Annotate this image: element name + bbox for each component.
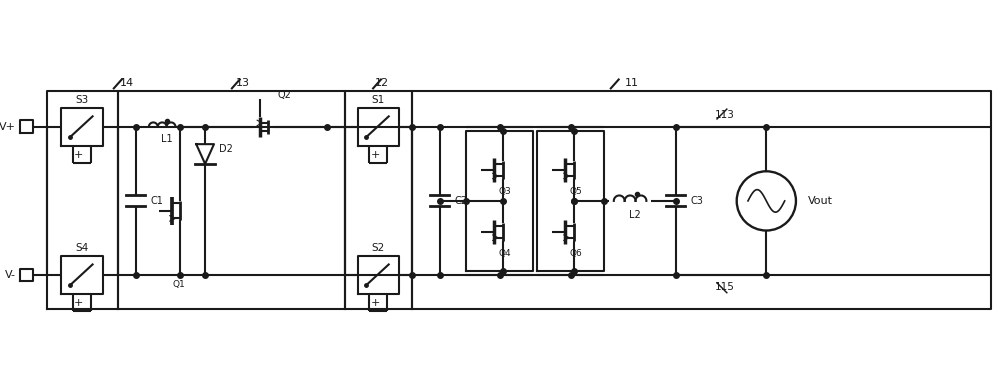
Text: C2: C2 — [454, 196, 467, 206]
Text: Q6: Q6 — [570, 249, 583, 258]
Text: S2: S2 — [372, 243, 385, 253]
Text: 115: 115 — [715, 282, 735, 292]
Text: 13: 13 — [236, 78, 250, 88]
Text: L1: L1 — [161, 134, 173, 144]
Text: S3: S3 — [76, 95, 89, 105]
Text: D2: D2 — [219, 144, 233, 154]
Text: 113: 113 — [715, 110, 735, 120]
Text: 11: 11 — [625, 78, 639, 88]
Text: C1: C1 — [150, 196, 163, 206]
Text: +: + — [370, 298, 380, 308]
Text: Vout: Vout — [808, 196, 833, 206]
Text: V-: V- — [5, 270, 16, 280]
Text: V+: V+ — [0, 122, 16, 132]
Text: +: + — [74, 149, 84, 159]
Text: S1: S1 — [372, 95, 385, 105]
Text: C3: C3 — [690, 196, 703, 206]
Text: Q1: Q1 — [172, 280, 185, 289]
Text: Q5: Q5 — [570, 187, 583, 196]
Text: L2: L2 — [629, 210, 641, 220]
Text: Q4: Q4 — [499, 249, 511, 258]
Text: 12: 12 — [375, 78, 389, 88]
Text: 14: 14 — [120, 78, 134, 88]
Text: +: + — [74, 298, 84, 308]
Text: Q2: Q2 — [277, 90, 291, 100]
Text: S4: S4 — [76, 243, 89, 253]
Text: +: + — [370, 149, 380, 159]
Text: Q3: Q3 — [499, 187, 511, 196]
